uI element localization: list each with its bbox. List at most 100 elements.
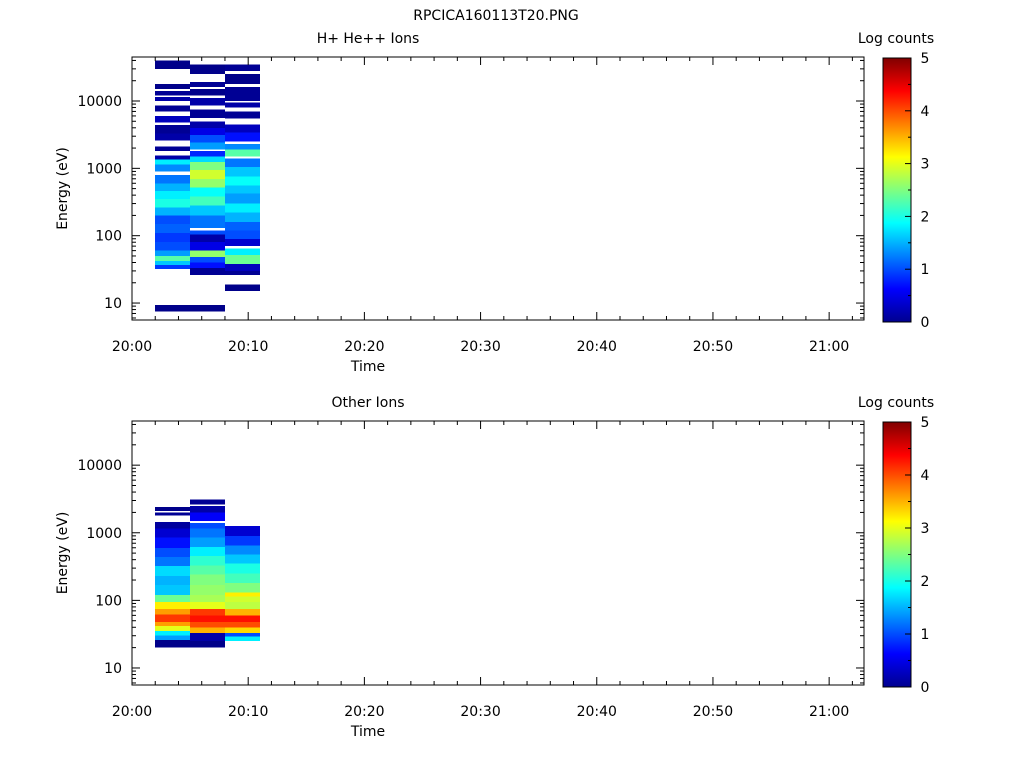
colorbar-label: Log counts	[858, 31, 934, 47]
spectrogram-cell-0-8	[155, 215, 191, 224]
spectrogram-cell-0-12	[155, 556, 191, 567]
spectrogram-cell-2-8	[224, 212, 260, 222]
spectrogram-cell-2-4	[224, 615, 260, 622]
spectrogram-cell-1-15	[190, 522, 225, 529]
spectrogram-cell-1-7	[190, 230, 225, 235]
spectrogram-cell-0-16	[155, 521, 191, 529]
spectrogram-cell-0-10	[155, 199, 191, 208]
spectrogram-cell-2-2	[224, 263, 260, 271]
spectrogram-cell-0-6	[155, 608, 191, 615]
spectrogram-cell-2-5	[224, 238, 260, 247]
y-tick-label: 10000	[77, 458, 122, 474]
spectrogram-cell-2-6	[224, 230, 260, 239]
spectrogram-cell-0-3	[155, 255, 191, 262]
spectrogram-cell-2-17	[224, 132, 260, 142]
spectrogram-cell-2-23	[224, 64, 260, 71]
spectrogram-cell-1-2	[190, 627, 225, 633]
spectrogram-cell-1-20	[190, 121, 225, 128]
y-axis-label: Energy (eV)	[55, 512, 71, 595]
spectrogram-cell-0-11	[155, 191, 191, 200]
spectrogram-cell-1-22	[190, 98, 225, 106]
spectrogram-cell-2-3	[224, 621, 260, 628]
spectrogram-cell-1-3	[190, 257, 225, 263]
spectrogram-cell-1-19	[190, 127, 225, 136]
spectrogram-cell-0-14	[155, 537, 191, 548]
colorbar-tick-label: 0	[921, 315, 930, 331]
spectrogram-cell-1-17	[190, 142, 225, 150]
spectrogram-cell-2-14	[224, 535, 260, 546]
spectrogram-cell-1-14	[190, 528, 225, 538]
spectrogram-cell-1-10	[190, 196, 225, 206]
spectrogram-cell-1-5	[190, 608, 225, 616]
spectrogram-cell-0-7	[155, 223, 191, 233]
colorbar-tick-label: 5	[921, 51, 930, 67]
spectrogram-cell-2-11	[224, 185, 260, 194]
spectrogram-cell-1-13	[190, 169, 225, 179]
spectrogram-cell-0-20	[155, 115, 191, 123]
spectrogram-cell-2-14	[224, 158, 260, 167]
colorbar-tick-label: 5	[921, 415, 930, 431]
spectrogram-cell-1-15	[190, 156, 225, 162]
spectrogram-cell-0-13	[155, 547, 191, 557]
spectrogram-cell-0-4	[155, 250, 191, 256]
x-tick-label: 20:20	[344, 704, 384, 720]
spectrogram-cell-0-4	[155, 621, 191, 626]
colorbar-tick-label: 4	[921, 104, 930, 120]
colorbar-tick-label: 0	[921, 680, 930, 696]
spectrogram-cell-2-13	[224, 166, 260, 177]
x-tick-label: 20:30	[460, 339, 500, 355]
spectrogram-cell-2-21	[224, 87, 260, 101]
spectrogram-cell-1-4	[190, 615, 225, 622]
spectrogram-cell-2-15	[224, 149, 260, 157]
y-tick-label: 100	[95, 593, 122, 609]
spectrogram-cell-0-2	[155, 631, 191, 636]
spectrogram-cell-2-0	[224, 636, 260, 642]
spectrogram-cell-0-0	[155, 639, 191, 648]
spectrogram-cell-0-6	[155, 232, 191, 243]
spectrogram-cell-2-9	[224, 583, 260, 593]
spectrogram-cell-1-0	[190, 305, 225, 312]
spectrogram-cell-0-12	[155, 183, 191, 192]
spectrogram-cell-1-11	[190, 187, 225, 197]
spectrogram-cell-2-7	[224, 221, 260, 231]
x-tick-label: 20:50	[693, 339, 733, 355]
spectrogram-cell-2-12	[224, 554, 260, 564]
spectrogram-cell-1-18	[190, 135, 225, 143]
spectrogram-cell-1-9	[190, 205, 225, 216]
spectrogram-cell-0-1	[155, 264, 191, 270]
colorbar-label: Log counts	[858, 395, 934, 411]
spectrogram-cell-2-1	[224, 632, 260, 637]
colorbar-tick-label: 3	[921, 521, 930, 537]
other-ions-panel: 20:00 20:10 20:20 20:30 20:40 20:50 21:0010100…	[55, 395, 934, 740]
spectrogram-cell-1-17	[190, 505, 225, 513]
x-tick-label: 20:20	[344, 339, 384, 355]
y-tick-label: 100	[95, 229, 122, 245]
spectrogram-cell-2-19	[224, 111, 260, 119]
spectrogram-cell-1-8	[190, 584, 225, 596]
spectrogram-cell-1-16	[190, 151, 225, 157]
y-tick-label: 10	[104, 661, 122, 677]
spectrogram-cell-1-12	[190, 546, 225, 557]
spectrogram-cell-1-9	[190, 574, 225, 585]
x-tick-label: 20:40	[577, 704, 617, 720]
spectrogram-cell-0-23	[155, 91, 191, 96]
spectrogram-cell-2-8	[224, 592, 260, 597]
spectrogram-cell-0-13	[155, 174, 191, 184]
spectrogram-cell-0-10	[155, 575, 191, 585]
colorbar-tick-label: 4	[921, 468, 930, 484]
spectrogram-cell-1-7	[190, 595, 225, 602]
spectrogram-cell-0-7	[155, 601, 191, 609]
spectrogram-cell-1-24	[190, 82, 225, 88]
spectrogram-cell-0-21	[155, 105, 191, 112]
spectrogram-cell-2-1	[224, 270, 260, 276]
spectrogram-cell-1-5	[190, 242, 225, 251]
spectrogram-cell-2-7	[224, 596, 260, 602]
spectrogram-cell-2-6	[224, 601, 260, 609]
spectrogram-cell-2-13	[224, 545, 260, 555]
spectrogram-cell-0-17	[155, 512, 191, 516]
spectrogram-cell-0-14	[155, 164, 191, 172]
spectrogram-cell-0-5	[155, 242, 191, 251]
spectrogram-cell-2-5	[224, 608, 260, 616]
x-tick-label: 21:00	[809, 704, 849, 720]
colorbar-tick-label: 2	[921, 209, 930, 225]
